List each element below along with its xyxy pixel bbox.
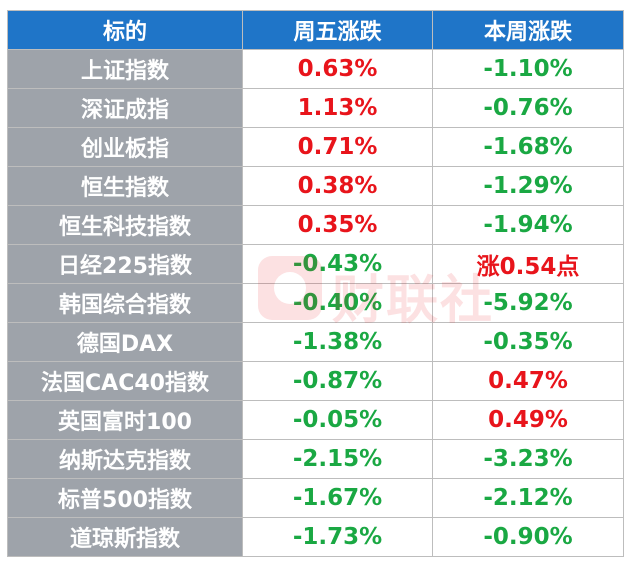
index-name: 创业板指 bbox=[7, 127, 243, 167]
table-row: 日经225指数 -0.43% 涨0.54点 bbox=[7, 244, 624, 284]
index-name: 英国富时100 bbox=[7, 400, 243, 440]
index-name: 恒生指数 bbox=[7, 166, 243, 206]
friday-change: -0.87% bbox=[242, 361, 433, 401]
table-row: 法国CAC40指数 -0.87% 0.47% bbox=[7, 361, 624, 401]
week-change: -1.68% bbox=[432, 127, 624, 167]
friday-change: 0.38% bbox=[242, 166, 433, 206]
table-body: 上证指数 0.63% -1.10% 深证成指 1.13% -0.76% 创业板指 0.71… bbox=[7, 49, 624, 557]
week-change: -0.76% bbox=[432, 88, 624, 128]
index-performance-table: 标的 周五涨跌 本周涨跌 上证指数 0.63% -1.10% 深证成指 1.13% -0… bbox=[7, 10, 624, 557]
table-row: 道琼斯指数 -1.73% -0.90% bbox=[7, 517, 624, 557]
index-name: 标普500指数 bbox=[7, 478, 243, 518]
table-row: 创业板指 0.71% -1.68% bbox=[7, 127, 624, 167]
friday-change: 0.35% bbox=[242, 205, 433, 245]
header-week-change: 本周涨跌 bbox=[432, 10, 624, 50]
index-name: 纳斯达克指数 bbox=[7, 439, 243, 479]
table-header-row: 标的 周五涨跌 本周涨跌 bbox=[7, 10, 624, 50]
friday-change: -1.38% bbox=[242, 322, 433, 362]
friday-change: 1.13% bbox=[242, 88, 433, 128]
week-change: -0.90% bbox=[432, 517, 624, 557]
header-name: 标的 bbox=[7, 10, 243, 50]
week-change: -0.35% bbox=[432, 322, 624, 362]
friday-change: -1.73% bbox=[242, 517, 433, 557]
week-change: -2.12% bbox=[432, 478, 624, 518]
friday-change: -0.43% bbox=[242, 244, 433, 284]
table-row: 恒生指数 0.38% -1.29% bbox=[7, 166, 624, 206]
index-name: 深证成指 bbox=[7, 88, 243, 128]
table-row: 标普500指数 -1.67% -2.12% bbox=[7, 478, 624, 518]
week-change: -1.94% bbox=[432, 205, 624, 245]
friday-change: -1.67% bbox=[242, 478, 433, 518]
table-row: 纳斯达克指数 -2.15% -3.23% bbox=[7, 439, 624, 479]
index-name: 上证指数 bbox=[7, 49, 243, 89]
index-name: 韩国综合指数 bbox=[7, 283, 243, 323]
week-change: 涨0.54点 bbox=[432, 244, 624, 284]
index-name: 德国DAX bbox=[7, 322, 243, 362]
week-change: -5.92% bbox=[432, 283, 624, 323]
friday-change: 0.63% bbox=[242, 49, 433, 89]
index-name: 日经225指数 bbox=[7, 244, 243, 284]
week-change: -1.10% bbox=[432, 49, 624, 89]
table-row: 英国富时100 -0.05% 0.49% bbox=[7, 400, 624, 440]
week-change: -3.23% bbox=[432, 439, 624, 479]
table-row: 德国DAX -1.38% -0.35% bbox=[7, 322, 624, 362]
index-name: 道琼斯指数 bbox=[7, 517, 243, 557]
index-name: 法国CAC40指数 bbox=[7, 361, 243, 401]
index-performance-table-wrapper: 标的 周五涨跌 本周涨跌 上证指数 0.63% -1.10% 深证成指 1.13% -0… bbox=[7, 10, 624, 557]
header-friday-change: 周五涨跌 bbox=[242, 10, 433, 50]
friday-change: -2.15% bbox=[242, 439, 433, 479]
table-row: 深证成指 1.13% -0.76% bbox=[7, 88, 624, 128]
table-row: 恒生科技指数 0.35% -1.94% bbox=[7, 205, 624, 245]
week-change: -1.29% bbox=[432, 166, 624, 206]
table-row: 上证指数 0.63% -1.10% bbox=[7, 49, 624, 89]
table-row: 韩国综合指数 -0.40% -5.92% bbox=[7, 283, 624, 323]
friday-change: -0.40% bbox=[242, 283, 433, 323]
friday-change: -0.05% bbox=[242, 400, 433, 440]
friday-change: 0.71% bbox=[242, 127, 433, 167]
index-name: 恒生科技指数 bbox=[7, 205, 243, 245]
week-change: 0.49% bbox=[432, 400, 624, 440]
week-change: 0.47% bbox=[432, 361, 624, 401]
